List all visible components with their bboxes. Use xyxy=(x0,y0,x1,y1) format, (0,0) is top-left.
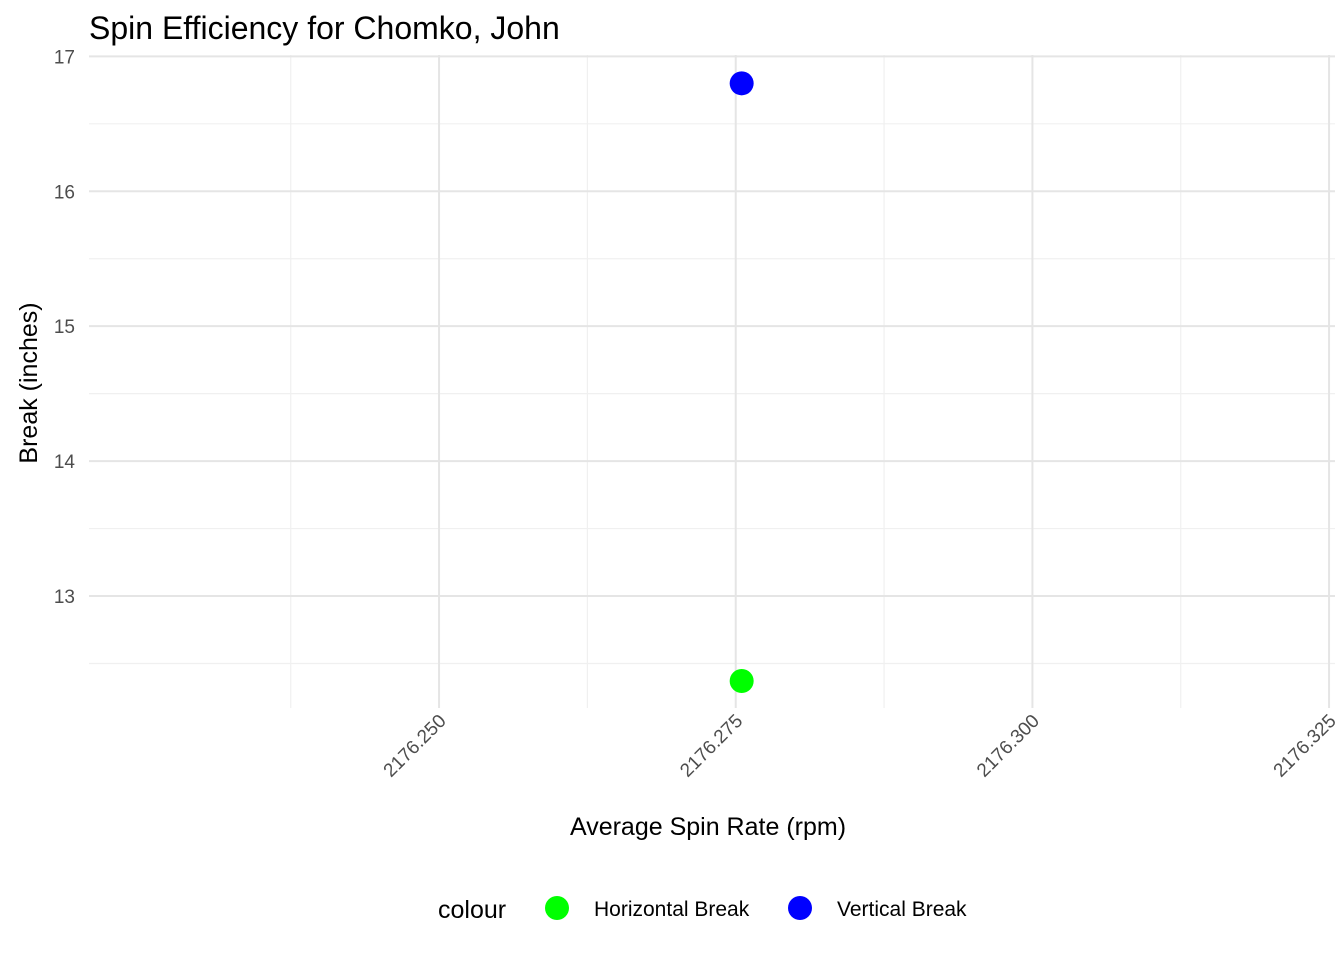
legend-label: Vertical Break xyxy=(837,898,967,921)
legend-label: Horizontal Break xyxy=(594,898,750,921)
legend-key xyxy=(545,896,569,920)
grid xyxy=(89,55,1335,708)
y-axis-ticks: 13 14 15 16 17 xyxy=(54,47,76,608)
legend-items: Horizontal Break Vertical Break xyxy=(545,896,967,921)
x-axis-ticks: 2176.250 2176.275 2176.300 2176.325 xyxy=(380,711,1341,782)
legend-title: colour xyxy=(438,896,506,924)
y-tick-label: 14 xyxy=(54,452,76,473)
data-points xyxy=(729,71,754,694)
chart-title: Spin Efficiency for Chomko, John xyxy=(89,10,560,46)
data-point xyxy=(729,669,754,694)
x-tick-label: 2176.250 xyxy=(380,711,451,782)
data-point xyxy=(729,71,754,96)
y-axis-title: Break (inches) xyxy=(15,302,43,463)
x-tick-label: 2176.275 xyxy=(676,711,747,782)
x-axis-title: Average Spin Rate (rpm) xyxy=(570,813,846,841)
y-tick-label: 16 xyxy=(54,182,75,203)
y-tick-label: 13 xyxy=(54,587,75,608)
y-tick-label: 15 xyxy=(54,317,75,338)
x-tick-label: 2176.325 xyxy=(1270,711,1341,782)
x-tick-label: 2176.300 xyxy=(973,711,1044,782)
legend: colour Horizontal Break Vertical Break xyxy=(438,896,967,924)
y-tick-label: 17 xyxy=(54,47,75,68)
legend-key xyxy=(788,896,812,920)
